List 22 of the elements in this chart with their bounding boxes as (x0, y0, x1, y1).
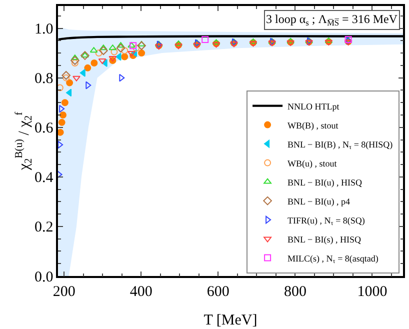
legend-label: NNLO HTLpt (288, 101, 340, 112)
x-tick-label: 1000 (357, 284, 388, 300)
legend-label: TIFR(u) , N$_{τ}$ = 8(SQ) (288, 215, 365, 228)
legend-label: WB(B) , stout (288, 120, 339, 130)
x-tick-label: 800 (284, 284, 306, 300)
legend-label: MILC(s) , N$_{τ}$ = 8(asqtad) (288, 253, 378, 266)
legend-label: WB(u) , stout (288, 158, 338, 168)
y-tick-label: 0.4 (34, 170, 54, 186)
legend-label: BNL − BI(B) , N$_{τ}$ = 8(HISQ) (288, 139, 393, 152)
y-tick-label: 1.0 (34, 22, 54, 38)
legend-label: BNL − BI(u) , HISQ (288, 177, 363, 188)
x-axis-title: T [MeV] (204, 312, 258, 328)
x-tick-label: 600 (206, 284, 230, 300)
y-tick-label: 0.6 (34, 120, 54, 137)
y-tick-label: 0.2 (34, 220, 54, 236)
y-tick-label: 0.0 (34, 269, 54, 286)
annotation: 3 loop α$_{s}$ ; Λ$_{M̅S̅}$ = 316 MeV (266, 12, 398, 28)
legend-label: BNL − BI(u) , p4 (288, 196, 351, 206)
y-tick-label: 0.8 (34, 71, 54, 88)
x-tick-label: 400 (130, 284, 152, 300)
x-tick-label: 200 (52, 284, 76, 300)
legend-label: BNL − BI(s) , HISQ (288, 234, 362, 244)
